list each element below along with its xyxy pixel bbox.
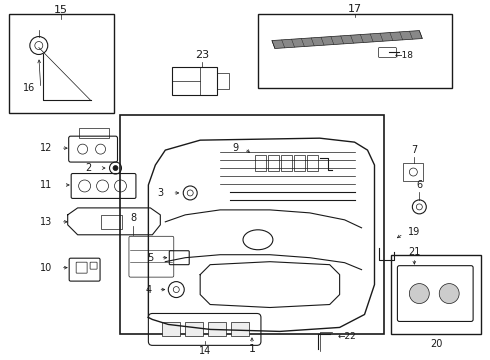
Bar [9, 14, 114, 113]
Bar [100, 215, 122, 229]
Bar [121, 115, 385, 334]
Text: 12: 12 [40, 143, 52, 153]
Text: 19: 19 [408, 227, 420, 237]
Bar [281, 155, 292, 171]
Text: 4: 4 [146, 284, 151, 294]
Text: 13: 13 [40, 217, 52, 227]
Text: 16: 16 [23, 84, 35, 93]
Bar [217, 73, 229, 89]
Circle shape [409, 284, 429, 303]
Text: 20: 20 [430, 339, 442, 349]
Bar [403, 163, 423, 181]
Bar [172, 67, 217, 95]
Bar [162, 323, 180, 336]
Text: 11: 11 [40, 180, 52, 190]
Text: 1: 1 [248, 345, 255, 354]
Circle shape [113, 166, 118, 171]
Bar [78, 128, 108, 138]
Text: ←22: ←22 [338, 332, 356, 341]
Bar [268, 155, 279, 171]
Text: 17: 17 [347, 4, 362, 14]
Bar [208, 323, 226, 336]
Bar [392, 255, 481, 334]
Bar [307, 155, 318, 171]
Text: 9: 9 [232, 143, 238, 153]
Text: 15: 15 [54, 5, 68, 15]
Text: 7: 7 [411, 145, 417, 155]
FancyBboxPatch shape [378, 48, 396, 58]
Bar [258, 14, 452, 88]
Text: 5: 5 [147, 253, 153, 263]
Text: 10: 10 [40, 263, 52, 273]
Text: 23: 23 [195, 50, 209, 60]
Text: 6: 6 [416, 180, 422, 190]
Bar [294, 155, 305, 171]
Text: 3: 3 [157, 188, 163, 198]
Text: ←18: ←18 [394, 51, 414, 60]
Bar [185, 323, 203, 336]
Text: 21: 21 [408, 247, 420, 257]
Polygon shape [272, 31, 422, 49]
Text: 14: 14 [199, 346, 211, 356]
Text: 2: 2 [85, 163, 92, 173]
Text: 8: 8 [130, 213, 137, 223]
Circle shape [439, 284, 459, 303]
Bar [255, 155, 266, 171]
Bar [231, 323, 249, 336]
